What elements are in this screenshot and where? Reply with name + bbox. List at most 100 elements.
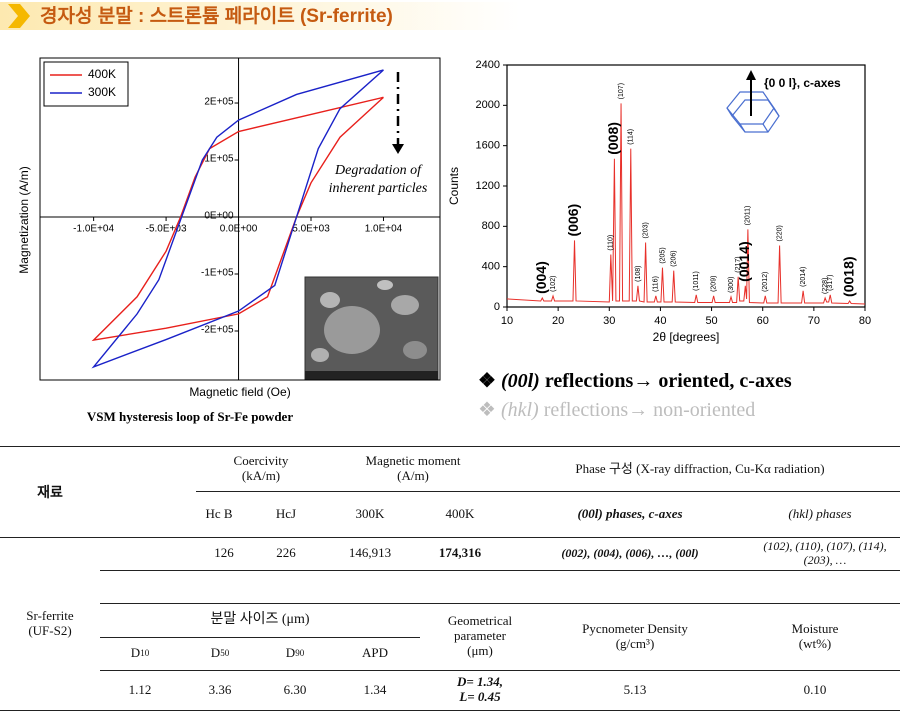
x-axis-label: 2θ [degrees] xyxy=(653,330,720,344)
table-cell: 174,316 xyxy=(438,545,482,561)
peak-label: (217) xyxy=(735,256,742,272)
y-tick-label: 0E+00 xyxy=(204,211,234,222)
table-cell: 126 xyxy=(214,545,234,561)
annotation: Degradation of xyxy=(334,163,423,178)
column-header: D 50 xyxy=(180,637,260,670)
plot-frame xyxy=(506,64,866,308)
peak-label: (107) xyxy=(618,83,625,99)
annotation: inherent particles xyxy=(329,181,428,196)
peak-label: (300) xyxy=(728,277,735,293)
y-tick-label: 1E+05 xyxy=(204,154,234,165)
header-line: (A/m) xyxy=(397,468,429,483)
note-text: reflections→ oriented, c-axes xyxy=(540,370,792,392)
column-header: 400K xyxy=(445,505,475,521)
x-tick-label: 5.0E+03 xyxy=(292,224,330,235)
note-bullet: ❖ xyxy=(478,399,501,421)
peak-label: (2011) xyxy=(745,206,752,226)
table-rule xyxy=(100,570,900,571)
legend-box xyxy=(43,61,129,107)
peak-label: (206) xyxy=(671,250,678,266)
table-cell: 1.12 xyxy=(128,681,152,697)
y-tick-label: 800 xyxy=(482,220,500,232)
note-italic: (hkl) xyxy=(501,399,539,421)
column-header: Moisture (wt%) xyxy=(730,603,900,670)
x-tick-label: 1.0E+04 xyxy=(365,224,403,235)
table-cell: (102), (110), (107), (114), (203), … xyxy=(763,538,887,567)
peak-label: (0014) xyxy=(736,241,752,281)
table-rule xyxy=(100,603,900,604)
peak-label: (116) xyxy=(653,276,660,292)
peak-label: (114) xyxy=(628,129,635,145)
peak-label: (220) xyxy=(776,225,783,241)
note-italic: (00l) xyxy=(501,370,540,392)
peak-label: (004) xyxy=(533,261,549,294)
header-line: (g/cm³) xyxy=(615,635,655,651)
page-title: 경자성 분말 : 스트론튬 페라이트 (Sr-ferrite) xyxy=(40,5,393,27)
table-cell: 226 xyxy=(276,545,296,561)
column-header: Pycnometer Density (g/cm³) xyxy=(540,603,730,670)
table-rule xyxy=(100,637,420,638)
header-line: Geometrical xyxy=(447,613,513,629)
peak-label: (209) xyxy=(710,276,717,292)
x-tick-label: 30 xyxy=(603,315,615,327)
series-line xyxy=(506,103,866,305)
header-line: Pycnometer Density xyxy=(582,620,688,636)
inset-label: {0 0 l}, c-axes xyxy=(764,76,841,90)
table-cell: 1.34 xyxy=(363,681,387,697)
table-cell: D= 1.34, L= 0.45 xyxy=(420,670,540,710)
legend-label: 300K xyxy=(88,85,116,99)
x-tick-label: 60 xyxy=(757,315,769,327)
y-tick-label: -1E+05 xyxy=(201,268,234,279)
x-axis-label: Magnetic field (Oe) xyxy=(189,385,290,399)
note: ❖ (hkl) reflections→ non-oriented xyxy=(478,399,755,421)
y-tick-label: 400 xyxy=(482,261,500,273)
peak-label: (1011) xyxy=(693,271,700,291)
peak-label: (317) xyxy=(827,275,834,291)
x-tick-label: 20 xyxy=(552,315,564,327)
chart: 10 20 30 40 50 60 70 80040080012001600200024002… xyxy=(447,59,871,344)
column-header: APD xyxy=(330,637,420,670)
column-header: (00l) phases, c-axes xyxy=(577,505,683,521)
header-line: Phase 구성 (X-ray diffraction, Cu-Kα radia… xyxy=(575,460,825,476)
table-rule xyxy=(0,710,900,711)
peak-label: (110) xyxy=(608,235,615,251)
y-tick-label: 1600 xyxy=(476,140,500,152)
peak-label: (0018) xyxy=(840,256,856,296)
table-cell: 5.13 xyxy=(623,681,647,697)
symbol: D xyxy=(285,645,296,661)
title-band xyxy=(0,2,520,30)
y-tick-label: 0 xyxy=(494,301,500,313)
hexagon-icon xyxy=(726,91,780,133)
slide-top: 경자성 분말 : 스트론튬 페라이트 (Sr-ferrite) Degradat… xyxy=(0,2,871,424)
header-line: (μm) xyxy=(467,642,493,658)
x-tick-label: 70 xyxy=(808,315,820,327)
x-tick-label: -5.0E+03 xyxy=(146,224,187,235)
series-line xyxy=(91,96,384,342)
peak-label: (008) xyxy=(605,122,621,155)
symbol: D xyxy=(210,645,221,661)
c-axis-arrowhead xyxy=(746,70,756,80)
symbol: APD xyxy=(361,645,388,661)
column-group-header: 분말 사이즈 (μm) xyxy=(100,603,420,637)
peak-label: (2014) xyxy=(800,267,807,287)
peak-label: (205) xyxy=(659,247,666,263)
cell-line: D= 1.34, xyxy=(456,674,504,690)
series-line xyxy=(91,69,384,369)
subscript: 50 xyxy=(220,648,230,659)
peak-label: (102) xyxy=(550,276,557,292)
column-header: 300K xyxy=(355,505,385,521)
legend-label: 400K xyxy=(88,67,116,81)
note-text: reflections→ non-oriented xyxy=(539,399,756,421)
peak-label: (203) xyxy=(642,222,649,238)
header-line: (kA/m) xyxy=(241,468,281,483)
plot-frame xyxy=(39,57,441,381)
annotation-arrowhead xyxy=(392,144,404,154)
x-tick-label: 10 xyxy=(501,315,513,327)
x-tick-label: 50 xyxy=(705,315,717,327)
y-tick-label: 2400 xyxy=(476,59,500,71)
column-header: Geometrical parameter (μm) xyxy=(420,603,540,670)
table-rule xyxy=(0,537,900,538)
column-group-header: Coercivity (kA/m) xyxy=(196,447,326,491)
table-cell: (002), (004), (006), …, (00l) xyxy=(561,545,699,560)
